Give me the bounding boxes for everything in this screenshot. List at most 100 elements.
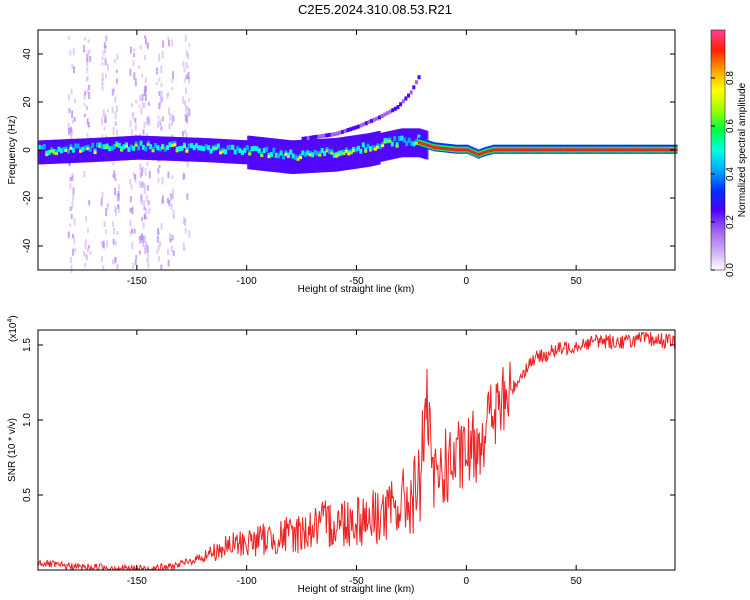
spectrogram-harmonic-mark xyxy=(388,109,392,114)
spectrogram-band-mark xyxy=(250,135,254,170)
spectrogram-noise-mark xyxy=(86,88,89,94)
spectrogram-band-mark xyxy=(147,135,151,160)
spectrogram-core-mark xyxy=(153,142,157,148)
spectrogram-noise-mark xyxy=(143,206,146,211)
spectrogram-noise-mark xyxy=(105,208,108,217)
spectrogram-band-mark xyxy=(236,139,240,164)
spectrogram-band-mark xyxy=(117,136,121,161)
spectrogram-noise-mark xyxy=(133,228,136,234)
spectrogram-noise-mark xyxy=(111,106,114,114)
spectrogram-harmonic-mark xyxy=(362,122,366,127)
spectrogram-noise-mark xyxy=(143,235,146,242)
spectrogram-ridge-core xyxy=(613,148,617,152)
spectrogram-y-label: Frequency (Hz) xyxy=(7,116,18,185)
spectrogram-peak-mark xyxy=(267,155,271,159)
spectrogram-ridge-core xyxy=(602,148,606,152)
spectrogram-noise-mark xyxy=(86,118,89,125)
spectrogram-ridge-core xyxy=(532,148,535,152)
spectrogram-ridge-core xyxy=(424,143,428,147)
spectrogram-ridge-core xyxy=(549,148,553,152)
spectrogram-band-mark xyxy=(134,135,138,160)
spectrogram-noise-mark xyxy=(73,218,76,226)
spectrogram-ridge-core xyxy=(675,148,678,152)
spectrogram-noise-mark xyxy=(73,237,76,244)
spectrogram-noise-mark xyxy=(143,188,146,195)
spectrogram-noise-mark xyxy=(106,63,109,72)
spectrogram-harmonic-mark xyxy=(409,90,413,95)
spectrogram-ridge-core xyxy=(525,148,529,152)
spectrogram-peak-mark xyxy=(45,153,49,157)
spectrogram-band-mark xyxy=(320,138,324,173)
spectrogram-noise-mark xyxy=(72,233,75,238)
spectrogram-noise-mark xyxy=(111,259,114,265)
spectrogram-noise-mark xyxy=(113,227,116,235)
spectrogram-noise-mark xyxy=(134,259,137,266)
spectrogram-peak-mark xyxy=(182,145,186,149)
spectrogram-noise-mark xyxy=(101,241,104,245)
spectrogram-noise-mark xyxy=(171,121,174,127)
spectrogram-noise-mark xyxy=(112,238,115,245)
spectrogram-core-mark xyxy=(279,150,283,156)
spectrogram-ridge-core xyxy=(426,143,430,147)
spectrogram-band-mark xyxy=(362,133,366,168)
spectrogram-x-label: Height of straight line (km) xyxy=(298,284,415,295)
spectrogram-noise-mark xyxy=(161,50,164,59)
spectrogram-band-mark xyxy=(194,137,198,162)
spectrogram-noise-mark xyxy=(68,36,71,40)
spectrogram-noise-mark xyxy=(156,249,159,255)
spectrogram-band-mark xyxy=(328,138,332,172)
spectrogram-noise-mark xyxy=(161,176,164,185)
spectrogram-noise-mark xyxy=(188,108,191,117)
spectrogram-band-mark xyxy=(327,138,331,173)
spectrogram-band-mark xyxy=(85,138,89,163)
spectrogram-noise-mark xyxy=(159,241,162,247)
spectrogram-noise-mark xyxy=(138,95,141,101)
spectrogram-harmonic-mark xyxy=(364,121,368,126)
spectrogram-noise-mark xyxy=(144,35,147,39)
spectrogram-band-mark xyxy=(251,136,255,170)
spectrogram-core-mark xyxy=(323,151,327,157)
spectrogram-noise-mark xyxy=(129,68,132,76)
spectrogram-band-mark xyxy=(262,137,266,171)
spectrogram-band-mark xyxy=(400,128,404,158)
spectrogram-peak-mark xyxy=(54,152,58,156)
spectrogram-noise-mark xyxy=(87,122,90,127)
spectrogram-ridge-core xyxy=(589,148,592,152)
spectrogram-ridge-core xyxy=(582,148,586,152)
spectrogram-ridge-core xyxy=(617,148,621,152)
snr-series-line xyxy=(37,331,676,572)
spectrogram-harmonic-mark xyxy=(356,124,360,129)
spectrogram-noise-mark xyxy=(72,248,75,256)
spectrogram-band-mark xyxy=(153,136,157,161)
spectrogram-noise-mark xyxy=(141,73,144,78)
spectrogram-ridge-core xyxy=(503,148,507,152)
spectrogram-noise-mark xyxy=(143,102,146,108)
spectrogram-noise-mark xyxy=(116,53,119,60)
x-tick-label: -100 xyxy=(237,576,257,587)
spectrogram-noise-mark xyxy=(68,108,71,113)
spectrogram-noise-mark xyxy=(147,101,150,106)
spectrogram-ridge-core xyxy=(631,148,634,152)
spectrogram-noise-mark xyxy=(83,171,86,178)
spectrogram-noise-mark xyxy=(70,88,73,95)
spectrogram-harmonic-mark xyxy=(330,132,334,137)
spectrogram-core-mark xyxy=(149,144,153,150)
spectrogram-ridge-core xyxy=(595,148,599,152)
spectrogram-noise-mark xyxy=(148,118,151,126)
spectrogram-noise-mark xyxy=(114,96,117,103)
spectrogram-ridge-core xyxy=(661,148,665,152)
spectrogram-core-mark xyxy=(207,145,211,151)
spectrogram-noise-mark xyxy=(146,42,149,49)
spectrogram-noise-mark xyxy=(115,69,118,73)
spectrogram-core-mark xyxy=(303,152,307,158)
spectrogram-noise-mark xyxy=(68,94,71,100)
spectrogram-ridge-core xyxy=(604,148,608,152)
spectrogram-noise-mark xyxy=(171,195,174,199)
spectrogram-peak-mark xyxy=(381,144,385,148)
spectrogram-noise-mark xyxy=(130,103,133,108)
spectrogram-ridge-core xyxy=(418,141,421,145)
spectrogram-noise-mark xyxy=(182,174,185,178)
spectrogram-band-mark xyxy=(74,138,78,163)
spectrogram-harmonic-mark xyxy=(414,80,418,85)
spectrogram-noise-mark xyxy=(158,91,161,97)
